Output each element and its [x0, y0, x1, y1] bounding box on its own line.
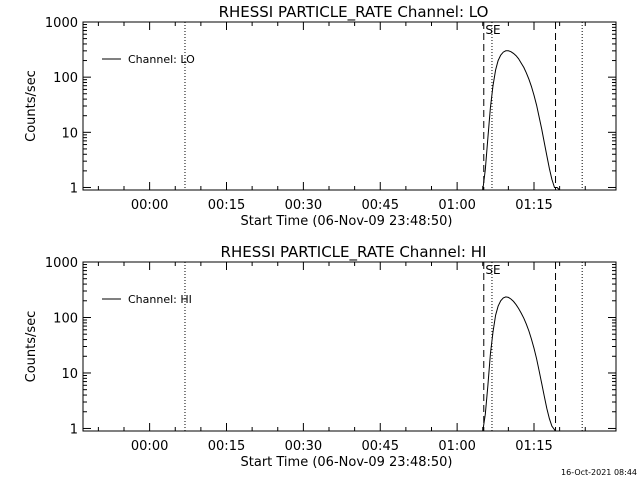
x-tick-label: 00:00	[131, 439, 168, 454]
x-tick-label: 00:30	[285, 439, 322, 454]
y-tick-label: 100	[53, 311, 78, 326]
x-tick-label: 00:15	[208, 439, 245, 454]
x-axis-label: Start Time (06-Nov-09 23:48:50)	[241, 455, 453, 470]
legend-label: Channel: HI	[128, 293, 192, 306]
y-tick-label: 1000	[45, 16, 78, 31]
y-tick-label: 1	[70, 181, 78, 196]
x-tick-label: 00:30	[285, 198, 322, 213]
y-axis-label: Counts/sec	[24, 70, 39, 142]
x-tick-label: 01:15	[515, 198, 552, 213]
y-tick-label: 100	[53, 71, 78, 86]
x-tick-label: 00:00	[131, 198, 168, 213]
y-tick-label: 1	[70, 422, 78, 437]
chart-title: RHESSI PARTICLE_RATE Channel: LO	[219, 3, 489, 22]
x-tick-label: 01:00	[438, 439, 475, 454]
plot-frame	[82, 261, 617, 432]
x-tick-label: 00:45	[362, 198, 399, 213]
x-tick-label: 01:00	[438, 198, 475, 213]
panel-hi: RHESSI PARTICLE_RATE Channel: HI 1 10 100 10…	[24, 243, 617, 470]
se-marker-label: SE	[485, 23, 500, 37]
y-tick-label: 10	[61, 126, 78, 141]
chart-title: RHESSI PARTICLE_RATE Channel: HI	[221, 243, 487, 262]
plot-frame	[82, 21, 617, 191]
x-tick-label: 00:15	[208, 198, 245, 213]
x-axis-label: Start Time (06-Nov-09 23:48:50)	[241, 214, 453, 229]
y-tick-label: 1000	[45, 256, 78, 271]
se-marker-label: SE	[485, 263, 500, 277]
series-line	[482, 296, 556, 432]
footer-timestamp: 16-Oct-2021 08:44	[561, 468, 637, 477]
y-axis-label: Counts/sec	[24, 311, 39, 383]
panel-lo: RHESSI PARTICLE_RATE Channel: LO 1 10 100 10…	[24, 3, 617, 229]
series-line	[482, 50, 560, 191]
y-tick-label: 10	[61, 367, 78, 382]
legend-label: Channel: LO	[128, 53, 195, 66]
x-tick-label: 00:45	[362, 439, 399, 454]
x-tick-label: 01:15	[515, 439, 552, 454]
